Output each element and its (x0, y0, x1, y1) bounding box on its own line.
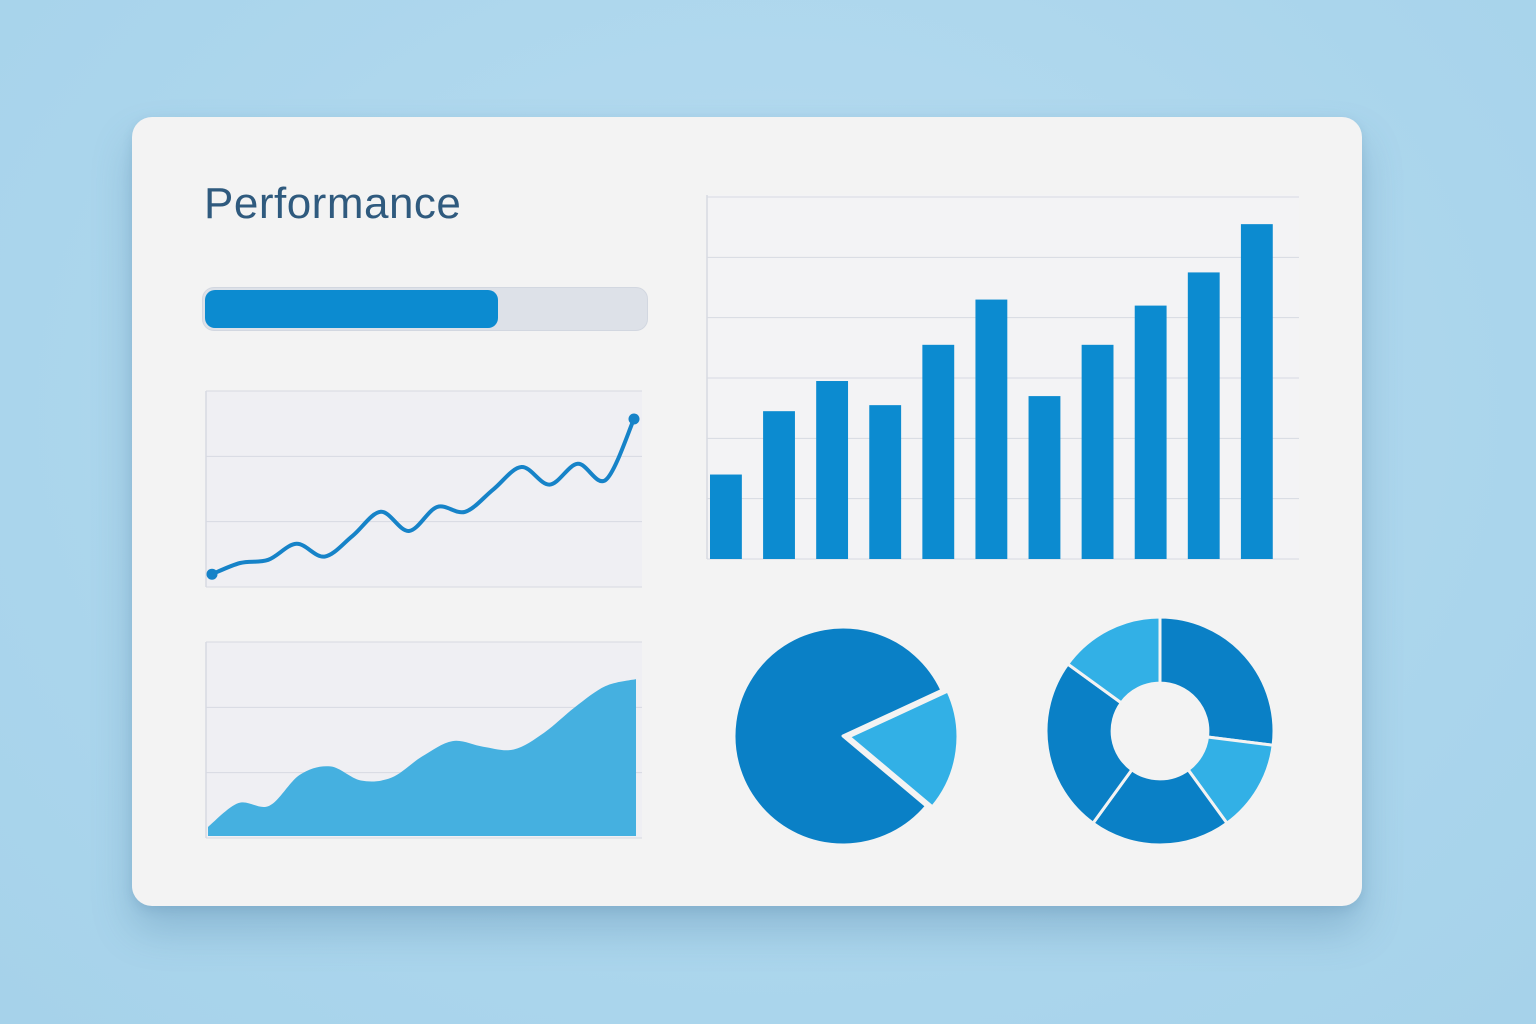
pie-slice (1091, 768, 1229, 847)
bar (816, 381, 849, 559)
bar (710, 474, 742, 559)
pie-slice (732, 625, 944, 847)
area-chart (205, 641, 642, 839)
bar (1028, 396, 1061, 559)
donut-chart (1044, 615, 1276, 847)
progress-bar-fill (205, 290, 499, 328)
bar (1081, 344, 1114, 559)
bar (1134, 305, 1167, 559)
pie-slice (1158, 615, 1276, 747)
line-point (206, 568, 218, 580)
pie-chart (732, 625, 960, 847)
line-point (628, 413, 640, 425)
bar (763, 411, 795, 559)
bar (1240, 224, 1273, 559)
card-title: Performance (204, 179, 462, 228)
bar (975, 299, 1008, 559)
bar (922, 344, 955, 559)
bar (1187, 272, 1220, 559)
area-series (208, 679, 636, 836)
bar-chart (706, 195, 1299, 560)
line-chart (205, 390, 642, 588)
pie-slice (1044, 662, 1134, 825)
dashboard-card: Performance (132, 117, 1362, 906)
progress-bar (202, 287, 648, 331)
pie-slice (1066, 615, 1162, 705)
pie-slice (847, 689, 960, 809)
bar (869, 405, 902, 559)
line-series (210, 417, 636, 577)
